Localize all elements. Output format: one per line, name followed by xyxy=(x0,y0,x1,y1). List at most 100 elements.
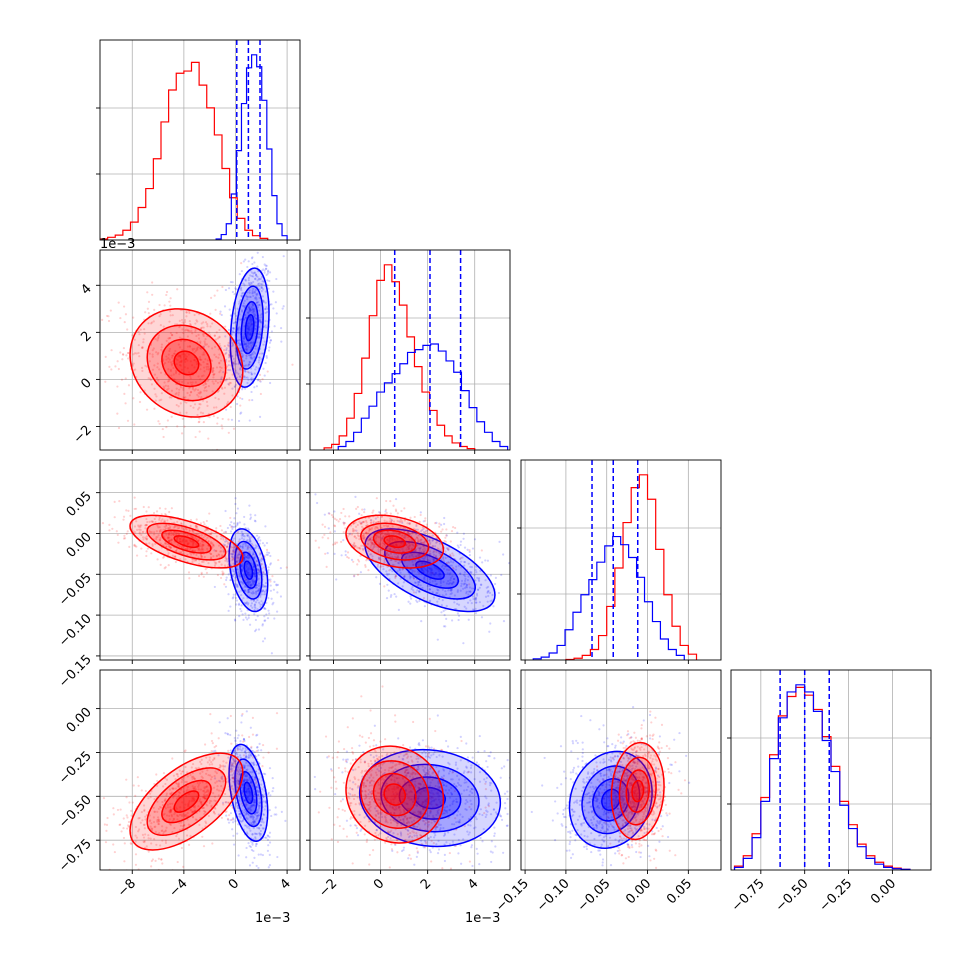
scatter-point xyxy=(173,530,176,534)
scatter-point xyxy=(158,530,162,533)
scatter-point xyxy=(257,378,260,381)
scatter-point xyxy=(194,526,197,530)
scatter-point xyxy=(255,763,258,767)
scatter-point xyxy=(342,531,345,534)
scatter-point xyxy=(243,750,247,753)
scatter-point xyxy=(211,371,214,374)
scatter-point xyxy=(254,606,257,610)
scatter-point xyxy=(398,533,401,536)
scatter-point xyxy=(462,583,465,586)
scatter-point xyxy=(133,525,137,528)
scatter-point xyxy=(244,752,248,755)
scatter-point xyxy=(194,559,198,562)
scatter-point xyxy=(431,544,435,548)
scatter-point xyxy=(212,382,215,385)
scatter-point xyxy=(353,574,356,577)
scatter-point xyxy=(210,359,214,362)
scatter-point xyxy=(122,515,126,518)
scatter-point xyxy=(391,539,394,542)
scatter-point xyxy=(238,326,241,329)
scatter-point xyxy=(176,543,179,546)
scatter-point xyxy=(393,592,396,596)
scatter-point xyxy=(165,524,168,528)
scatter-point xyxy=(142,505,145,509)
scatter-point xyxy=(250,373,253,376)
scatter-point xyxy=(240,292,244,295)
scatter-point xyxy=(260,593,264,596)
scatter-point xyxy=(136,528,139,532)
scatter-point xyxy=(265,267,268,270)
scatter-point xyxy=(248,791,251,794)
scatter-point xyxy=(174,372,178,375)
scatter-point xyxy=(417,540,420,543)
scatter-point xyxy=(245,582,249,585)
scatter-point xyxy=(415,523,418,526)
scatter-point xyxy=(115,530,118,533)
scatter-point xyxy=(199,347,203,350)
scatter-point xyxy=(185,311,188,314)
scatter-point xyxy=(471,547,475,550)
scatter-point xyxy=(383,585,386,588)
scatter-point xyxy=(367,529,371,532)
scatter-point xyxy=(367,550,370,553)
scatter-point xyxy=(229,578,232,582)
scatter-point xyxy=(203,340,206,343)
scatter-point xyxy=(191,332,194,335)
scatter-point xyxy=(416,528,419,531)
scatter-point xyxy=(352,522,356,525)
scatter-point xyxy=(235,585,239,588)
scatter-point xyxy=(421,568,424,571)
scatter-point xyxy=(443,516,446,520)
scatter-point xyxy=(469,590,472,593)
scatter-point xyxy=(247,306,251,309)
scatter-point xyxy=(359,554,362,558)
scatter-point xyxy=(185,411,188,414)
scatter-point xyxy=(250,542,253,545)
scatter-point xyxy=(254,591,258,594)
scatter-point xyxy=(247,571,251,575)
scatter-point xyxy=(208,367,211,370)
scatter-point xyxy=(245,570,248,573)
scatter-point xyxy=(180,360,183,363)
scatter-point xyxy=(242,304,245,308)
scatter-point xyxy=(248,360,251,364)
scatter-point xyxy=(238,772,241,776)
scatter-point xyxy=(231,762,234,765)
scatter-point xyxy=(194,330,197,333)
scatter-point xyxy=(139,391,142,394)
scatter-point xyxy=(183,320,187,324)
scatter-point xyxy=(235,402,239,406)
scatter-point xyxy=(205,362,209,365)
scatter-point xyxy=(428,552,431,555)
scatter-point xyxy=(191,544,194,547)
scatter-point xyxy=(175,363,178,366)
scatter-point xyxy=(198,406,201,409)
panel-2-0 xyxy=(96,459,301,664)
scatter-point xyxy=(420,569,423,572)
scatter-point xyxy=(235,512,238,515)
scatter-point xyxy=(452,561,455,564)
scatter-point xyxy=(462,532,465,535)
scatter-point xyxy=(237,332,240,335)
scatter-point xyxy=(231,290,234,294)
scatter-point xyxy=(197,547,200,550)
scatter-point xyxy=(257,301,260,304)
scatter-point xyxy=(249,320,253,323)
scatter-point xyxy=(436,588,439,591)
scatter-point xyxy=(245,355,248,358)
scatter-point xyxy=(263,271,266,274)
scatter-point xyxy=(186,329,189,332)
contour-red xyxy=(383,535,407,549)
scatter-point xyxy=(418,553,421,556)
scatter-point xyxy=(255,586,258,589)
axes-frame xyxy=(99,39,301,241)
scatter-point xyxy=(395,548,398,552)
scatter-point xyxy=(457,614,461,617)
scatter-point xyxy=(251,357,254,360)
scatter-point xyxy=(428,581,432,584)
scatter-point xyxy=(258,331,261,334)
scatter-point xyxy=(165,358,168,361)
scatter-point xyxy=(385,511,388,515)
scatter-point xyxy=(186,335,189,338)
scatter-point xyxy=(181,539,184,542)
